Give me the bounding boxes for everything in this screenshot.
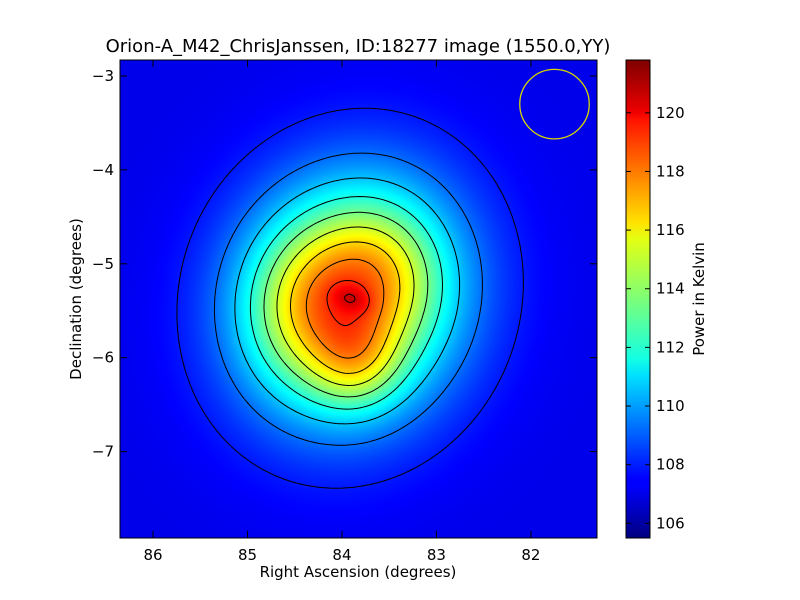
y-tick-label--3: −3 <box>92 67 114 85</box>
contour-lines <box>176 107 524 489</box>
chart-title: Orion-A_M42_ChrisJanssen, ID:18277 image… <box>106 36 611 57</box>
y-tick-label--4: −4 <box>92 161 114 179</box>
x-axis-ticks: 86 85 84 83 82 <box>144 60 540 564</box>
contour-level-6 <box>276 226 415 386</box>
colorbar-tick-label-120: 120 <box>656 104 685 122</box>
contour-level-3 <box>234 177 461 425</box>
y-tick-label--5: −5 <box>92 255 114 273</box>
colorbar-tick-label-116: 116 <box>656 221 685 239</box>
contour-level-7 <box>290 241 401 374</box>
contour-level-4 <box>249 196 443 410</box>
colorbar-tick-label-110: 110 <box>656 397 685 415</box>
colorbar-tick-label-106: 106 <box>656 514 685 532</box>
x-tick-label-86: 86 <box>144 546 163 564</box>
contour-level-5 <box>263 211 429 398</box>
y-axis-ticks: −3 −4 −5 −6 −7 <box>92 67 597 461</box>
y-tick-label--6: −6 <box>92 349 114 367</box>
contour-level-2 <box>213 152 483 446</box>
x-tick-label-83: 83 <box>427 546 446 564</box>
colorbar <box>625 59 651 539</box>
colorbar-label: Power in Kelvin <box>690 242 708 356</box>
beam-circle <box>519 68 590 140</box>
contour-level-9 <box>326 280 370 327</box>
colorbar-tick-label-114: 114 <box>656 280 685 298</box>
heatmap-image <box>120 60 597 538</box>
x-tick-label-84: 84 <box>332 546 351 564</box>
colorbar-tick-label-118: 118 <box>656 162 685 180</box>
contour-level-10 <box>344 293 356 304</box>
y-axis-label: Declination (degrees) <box>67 218 85 380</box>
plot-frame <box>119 59 598 539</box>
colorbar-tick-label-112: 112 <box>656 338 685 356</box>
heatmap-image-container <box>120 60 597 538</box>
contour-level-8 <box>305 258 385 359</box>
x-tick-label-82: 82 <box>521 546 540 564</box>
x-axis-label: Right Ascension (degrees) <box>260 563 457 581</box>
contour-level-1 <box>176 107 524 489</box>
y-tick-label--7: −7 <box>92 443 114 461</box>
x-tick-label-85: 85 <box>238 546 257 564</box>
colorbar-tick-label-108: 108 <box>656 456 685 474</box>
colorbar-ticks: 106 108 110 112 114 116 118 120 <box>626 104 685 532</box>
